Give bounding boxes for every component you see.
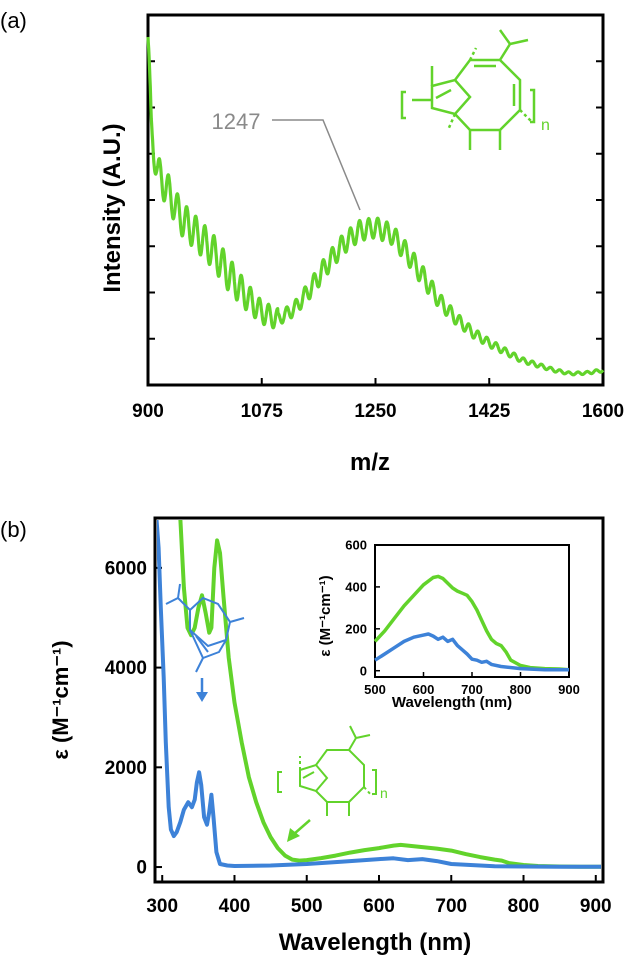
b-xtick-label: 300 (146, 896, 178, 917)
inset-xtick-label: 700 (461, 682, 483, 697)
inset-xtick-label: 800 (510, 682, 532, 697)
b-ytick-label: 6000 (105, 559, 147, 580)
inset-series-green-line (373, 574, 570, 672)
b-xtick-label: 500 (291, 896, 323, 917)
a-xtick-label: 900 (132, 401, 164, 422)
inset-ytick-label: 400 (345, 579, 367, 594)
inset-xtick-label: 600 (413, 682, 435, 697)
inset-ytick-label: 0 (360, 663, 367, 678)
structure-repeat-label-b: n (380, 785, 388, 801)
inset-xtick-label: 500 (364, 682, 386, 697)
polyazulene-structure-icon (400, 29, 536, 150)
b-xtick-label: 600 (363, 896, 395, 917)
ylabel-a: Intensity (A.U.) (99, 123, 126, 292)
azulene-monomer-structure-icon (165, 583, 245, 673)
inset-ytick-label: 600 (345, 538, 367, 553)
plot-a: 900 1075 1250 1425 1600 (132, 13, 624, 422)
series-green-line (146, 36, 605, 377)
inset-background (375, 545, 569, 677)
panel-label-a: (a) (0, 8, 27, 33)
polyazulene-structure-icon-b (277, 725, 377, 816)
a-xtick-label: 1600 (582, 401, 624, 422)
inset-series-blue-line (374, 632, 569, 672)
b-xtick-label: 800 (508, 896, 540, 917)
panel-label-b: (b) (0, 517, 27, 542)
a-xtick-label: 1250 (354, 401, 396, 422)
a-xtick-label: 1425 (468, 401, 511, 422)
b-ytick-label: 0 (136, 858, 147, 879)
a-xtick-label: 1075 (241, 401, 284, 422)
green-arrow-icon (293, 819, 311, 835)
inset-ylabel: ε (M⁻¹cm⁻¹) (317, 575, 334, 656)
inset-plot: 500 600 700 800 900 0 200 400 600 (345, 538, 580, 697)
series-blue-line (157, 520, 601, 869)
b-xtick-label: 700 (435, 896, 467, 917)
blue-arrow-head-icon (196, 692, 208, 702)
inset-ytick-label: 200 (345, 621, 367, 636)
green-arrow-head-icon (287, 828, 300, 842)
peak-annotation-label: 1247 (212, 109, 261, 134)
xlabel-b: Wavelength (nm) (279, 929, 471, 956)
series-green-line (178, 520, 601, 869)
xlabel-a: m/z (350, 449, 390, 476)
inset-xtick-label: 900 (558, 682, 580, 697)
inset-xlabel: Wavelength (nm) (392, 694, 512, 711)
ylabel-b: ε (M⁻¹cm⁻¹) (48, 640, 73, 759)
b-xtick-label: 400 (219, 896, 251, 917)
b-ytick-label: 2000 (105, 758, 147, 779)
structure-repeat-label-a: n (541, 117, 550, 134)
peak-annotation-leader (272, 119, 361, 211)
b-xtick-label: 900 (580, 896, 612, 917)
a-frame (146, 13, 605, 387)
b-ytick-label: 4000 (105, 658, 147, 679)
